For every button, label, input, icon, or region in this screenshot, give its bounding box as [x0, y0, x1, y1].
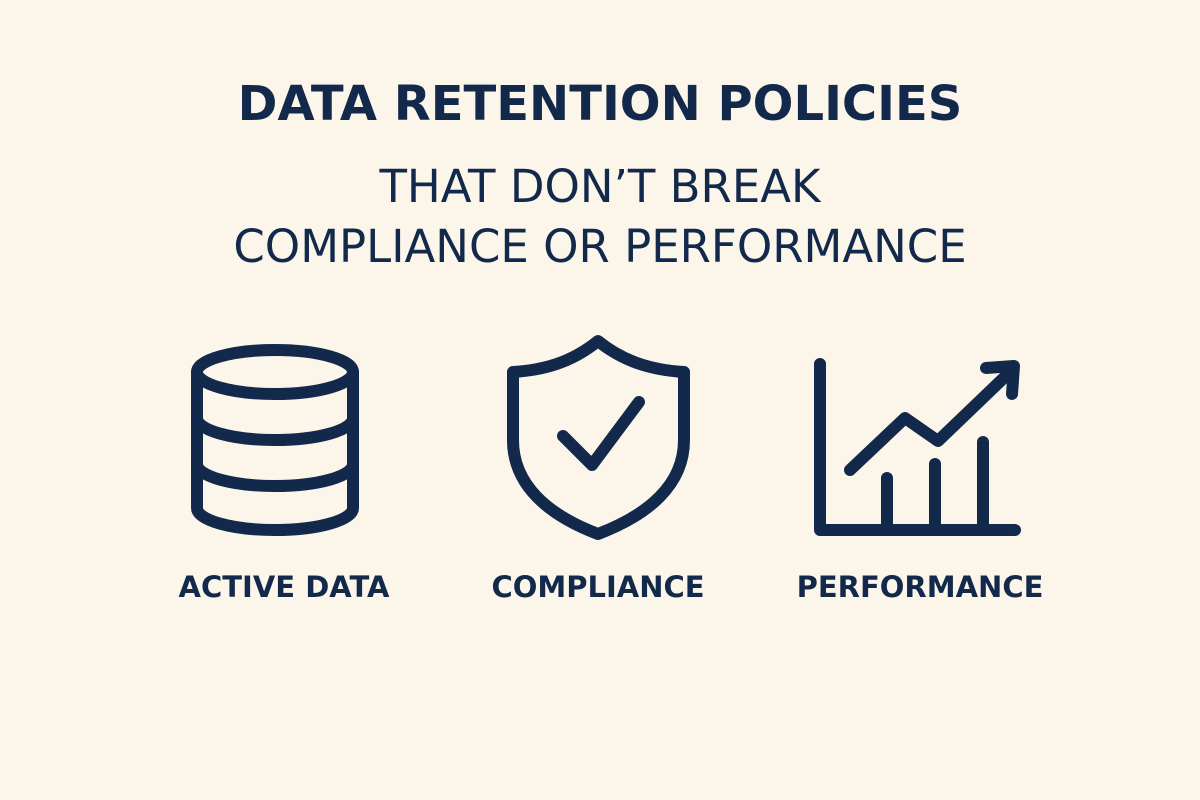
title: DATA RETENTION POLICIES	[238, 76, 963, 132]
subtitle-line: COMPLIANCE OR PERFORMANCE	[233, 220, 966, 273]
shield-icon	[507, 335, 690, 540]
item-label: ACTIVE DATA	[179, 570, 390, 604]
item-label: PERFORMANCE	[797, 570, 1044, 604]
item-label: COMPLIANCE	[491, 570, 704, 604]
chart-icon	[814, 358, 1021, 536]
database-icon	[191, 344, 359, 536]
subtitle-line: THAT DON’T BREAK	[378, 160, 822, 213]
